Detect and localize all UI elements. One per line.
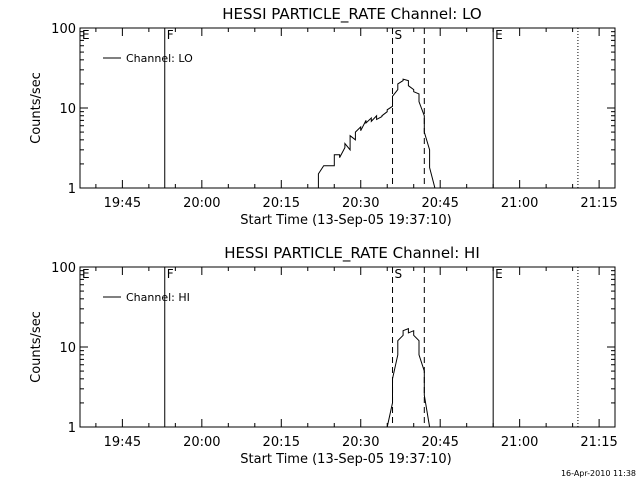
x-tick-label: 20:15	[263, 196, 300, 211]
y-ticks: 1 10 100	[51, 22, 615, 197]
x-tick-label: 20:15	[263, 435, 300, 450]
footer-timestamp: 16-Apr-2010 11:38	[561, 469, 636, 478]
x-tick-label: 20:30	[342, 196, 379, 211]
x-tick-label: 19:45	[104, 435, 141, 450]
y-tick-label: 1	[68, 182, 76, 197]
x-tick-label: 20:45	[421, 196, 458, 211]
x-ticks: 19:45 20:00 20:15 20:30 20:45 21:00 21:15	[95, 267, 618, 450]
x-tick-label: 20:30	[342, 435, 379, 450]
x-tick-label: 20:45	[421, 435, 458, 450]
y-tick-label: 100	[51, 261, 76, 276]
chart-title: HESSI PARTICLE_RATE Channel: HI	[224, 244, 480, 263]
x-ticks: 19:45 20:00 20:15 20:30 20:45 21:00 21:15	[95, 28, 618, 211]
x-tick-label: 21:00	[501, 196, 538, 211]
event-marker-label: S	[395, 28, 403, 42]
x-tick-label: 21:15	[580, 196, 617, 211]
series-layer	[386, 327, 431, 428]
y-tick-label: 10	[59, 341, 76, 356]
x-axis-label: Start Time (13-Sep-05 19:37:10)	[240, 213, 451, 228]
x-axis-label: Start Time (13-Sep-05 19:37:10)	[240, 452, 451, 467]
event-marker-label: S	[395, 267, 403, 281]
panel-hi: HESSI PARTICLE_RATE Channel: HI Counts/s…	[29, 244, 618, 467]
y-tick-label: 10	[59, 102, 76, 117]
event-marker-label: F	[167, 267, 174, 281]
legend: Channel: LO	[103, 52, 193, 65]
event-marker-label: E	[82, 28, 90, 42]
y-tick-label: 100	[51, 22, 76, 37]
x-tick-label: 20:00	[183, 435, 220, 450]
legend: Channel: HI	[103, 291, 190, 304]
event-marker-label: E	[82, 267, 90, 281]
x-tick-label: 21:00	[501, 435, 538, 450]
event-marker-label: E	[495, 267, 503, 281]
panel-lo: HESSI PARTICLE_RATE Channel: LO Counts/s…	[29, 5, 618, 228]
series-line	[317, 78, 436, 189]
x-tick-label: 21:15	[580, 435, 617, 450]
legend-entry: Channel: LO	[126, 52, 193, 65]
y-tick-label: 1	[68, 421, 76, 436]
series-layer	[317, 78, 436, 189]
y-ticks: 1 10 100	[51, 261, 615, 436]
event-marker-label: E	[495, 28, 503, 42]
x-tick-label: 20:00	[183, 196, 220, 211]
y-axis-label: Counts/sec	[29, 311, 44, 383]
chart-title: HESSI PARTICLE_RATE Channel: LO	[222, 5, 481, 24]
series-line	[386, 327, 431, 428]
legend-entry: Channel: HI	[126, 291, 190, 304]
event-marker-label: F	[167, 28, 174, 42]
x-tick-label: 19:45	[104, 196, 141, 211]
y-axis-label: Counts/sec	[29, 72, 44, 144]
